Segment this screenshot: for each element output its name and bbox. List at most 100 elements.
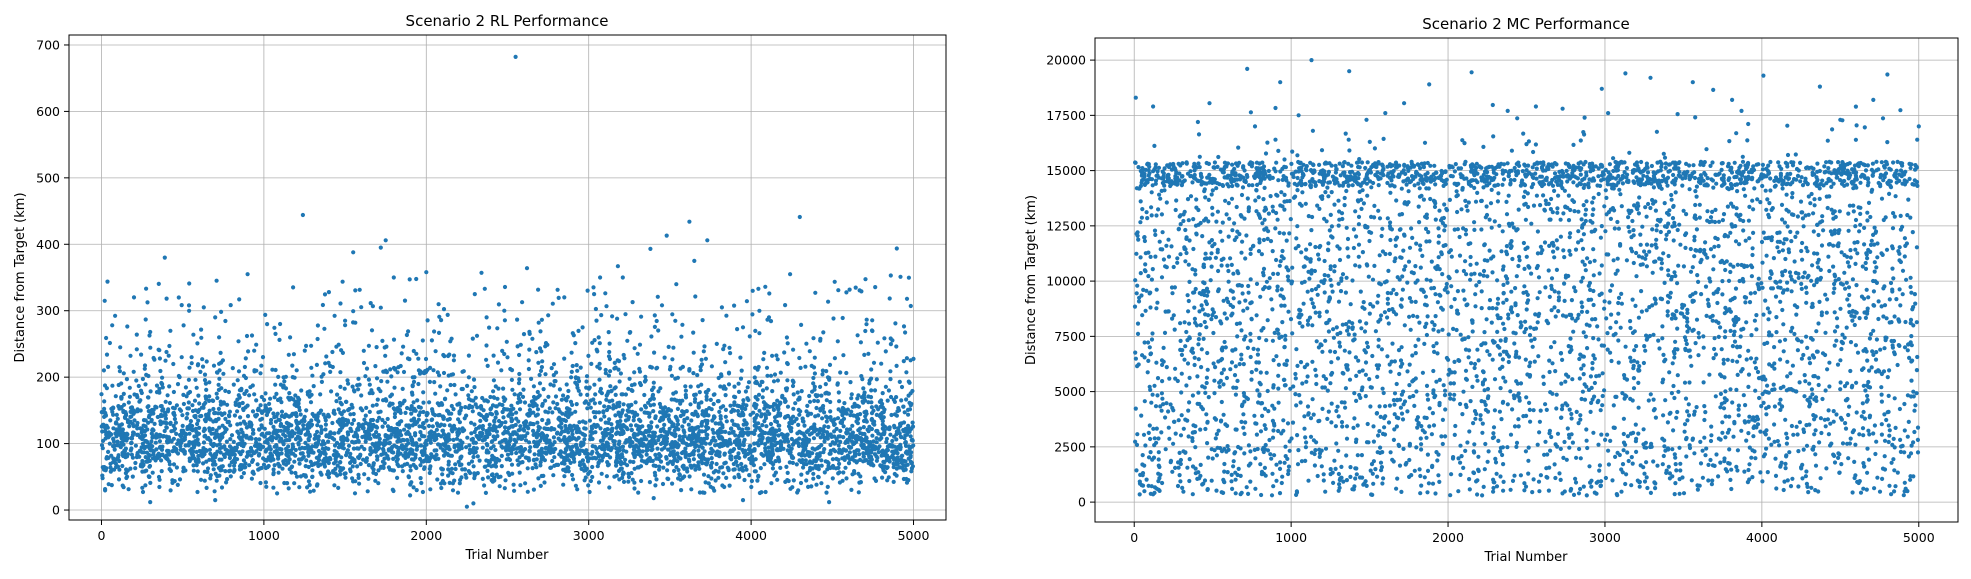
rl-data-point: [670, 431, 675, 436]
rl-data-point: [358, 406, 363, 411]
rl-data-point: [302, 418, 307, 424]
rl-data-point: [356, 472, 361, 477]
rl-data-point: [268, 407, 273, 412]
rl-data-point: [187, 456, 192, 461]
rl-data-point: [908, 303, 913, 309]
rl-data-point: [498, 474, 503, 479]
rl-data-point: [696, 432, 701, 437]
rl-data-point: [903, 440, 908, 445]
rl-data-point: [358, 461, 363, 467]
rl-data-point: [749, 484, 754, 490]
rl-data-point: [201, 428, 206, 434]
rl-data-point: [298, 474, 303, 479]
rl-data-point: [284, 438, 290, 443]
rl-data-point: [284, 446, 289, 451]
rl-data-point: [800, 416, 805, 421]
rl-data-point: [289, 430, 294, 435]
rl-data-point: [593, 306, 599, 312]
rl-data-point: [496, 386, 501, 391]
rl-data-point: [651, 380, 656, 385]
rl-data-point: [177, 477, 183, 482]
rl-data-point: [448, 382, 453, 388]
rl-data-point: [809, 484, 814, 489]
rl-data-point: [471, 447, 476, 452]
rl-data-point: [761, 357, 766, 362]
rl-data-point: [239, 427, 244, 432]
rl-data-point: [859, 289, 864, 294]
rl-data-point: [712, 392, 717, 397]
rl-data-point: [617, 445, 623, 451]
rl-data-point: [776, 407, 781, 412]
rl-data-point: [744, 422, 749, 427]
rl-data-point: [790, 460, 796, 465]
rl-data-point: [336, 485, 341, 490]
rl-data-point: [603, 420, 608, 425]
rl-data-point: [716, 434, 721, 439]
rl-data-point: [694, 425, 700, 430]
rl-data-point: [570, 428, 575, 433]
rl-data-point: [218, 436, 223, 441]
rl-data-point: [504, 339, 509, 344]
rl-data-point: [223, 416, 228, 421]
rl-data-point: [398, 451, 403, 456]
rl-data-point: [613, 392, 618, 397]
rl-data-point: [885, 478, 890, 483]
rl-data-point: [450, 429, 455, 434]
rl-data-point: [469, 389, 474, 394]
rl-data-point: [237, 464, 243, 469]
rl-data-point: [113, 394, 118, 399]
rl-data-point: [422, 465, 427, 470]
rl-data-point: [433, 391, 438, 396]
rl-data-point: [106, 455, 111, 460]
rl-data-point: [344, 436, 349, 441]
rl-data-point: [764, 424, 769, 429]
rl-data-point: [330, 364, 335, 370]
rl-data-point: [592, 338, 597, 343]
rl-data-point: [735, 463, 740, 468]
rl-data-point: [414, 488, 419, 493]
rl-data-point: [863, 398, 868, 403]
rl-data-point: [373, 478, 378, 483]
rl-data-point: [722, 452, 727, 457]
rl-data-point: [346, 408, 351, 413]
rl-data-point: [791, 406, 796, 411]
rl-data-point: [451, 423, 457, 428]
rl-data-point: [570, 472, 575, 478]
rl-data-point: [652, 324, 658, 329]
rl-data-point: [149, 439, 154, 444]
rl-data-point: [615, 358, 620, 363]
rl-data-point: [398, 363, 403, 369]
rl-data-point: [907, 400, 912, 405]
rl-data-point: [812, 355, 817, 360]
rl-data-point: [136, 383, 141, 389]
rl-data-point: [425, 318, 430, 323]
rl-data-point: [587, 418, 593, 423]
rl-data-point: [530, 466, 535, 471]
rl-data-point: [880, 422, 885, 427]
rl-data-point: [662, 422, 667, 427]
rl-data-point: [410, 442, 415, 447]
rl-data-point: [313, 413, 318, 418]
rl-data-point: [834, 437, 839, 442]
rl-data-point: [437, 314, 442, 319]
rl-data-point: [856, 404, 862, 409]
rl-data-point: [339, 437, 344, 442]
rl-data-point: [285, 481, 290, 486]
rl-data-point: [348, 451, 353, 456]
rl-data-point: [436, 442, 441, 447]
rl-data-point: [566, 453, 571, 458]
rl-data-point: [486, 475, 491, 480]
rl-data-point: [459, 446, 464, 451]
rl-data-point: [331, 469, 336, 474]
rl-data-point: [709, 364, 715, 369]
rl-data-point: [755, 441, 760, 446]
rl-data-point: [720, 425, 725, 430]
rl-data-point: [375, 454, 380, 459]
rl-data-point: [244, 333, 250, 339]
rl-data-point: [643, 410, 648, 415]
rl-data-point: [230, 366, 235, 371]
rl-data-point: [523, 481, 528, 486]
rl-data-point: [732, 440, 737, 445]
rl-data-point: [618, 466, 623, 471]
rl-data-point: [898, 434, 903, 439]
